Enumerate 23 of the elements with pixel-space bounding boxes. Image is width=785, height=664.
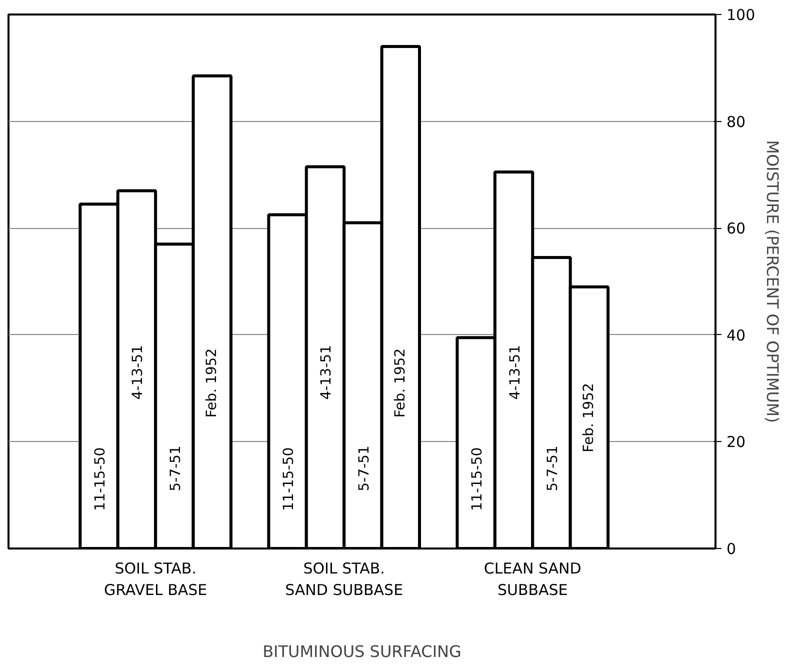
y-tick-label: 0 bbox=[726, 540, 736, 558]
y-axis-title: MOISTURE (PERCENT OF OPTIMUM) bbox=[763, 140, 782, 423]
y-tick-label: 20 bbox=[726, 433, 746, 452]
text: 11-15-50 bbox=[92, 447, 108, 511]
text: 4-13-51 bbox=[318, 344, 335, 400]
text: 11-15-50 bbox=[281, 447, 298, 511]
x-tick-label: CLEAN SAND SUBBASE bbox=[484, 560, 582, 600]
x-tick-label: SOIL STAB. GRAVEL BASE bbox=[104, 560, 208, 600]
y-tick-label: 80 bbox=[726, 112, 746, 131]
x-tick-label: SOIL STAB. SAND SUBBASE bbox=[285, 560, 404, 600]
text: 4-13-51 bbox=[507, 344, 524, 400]
series-label: 5-7-51 bbox=[356, 446, 372, 492]
series-label: 4-13-51 bbox=[130, 344, 146, 400]
series-label: Feb. 1952 bbox=[204, 348, 220, 418]
x-axis-title: BITUMINOUS SURFACING bbox=[262, 642, 462, 662]
text: 5-7-51 bbox=[544, 446, 561, 492]
text: Feb. 1952 bbox=[392, 348, 409, 418]
text: Feb. 1952 bbox=[581, 383, 598, 452]
text: 5-7-51 bbox=[168, 446, 184, 492]
y-tick-label: 40 bbox=[726, 326, 746, 344]
series-label: 11-15-50 bbox=[470, 447, 486, 511]
y-tick-label: 60 bbox=[726, 220, 746, 238]
y-tick-label: 100 bbox=[726, 6, 756, 24]
